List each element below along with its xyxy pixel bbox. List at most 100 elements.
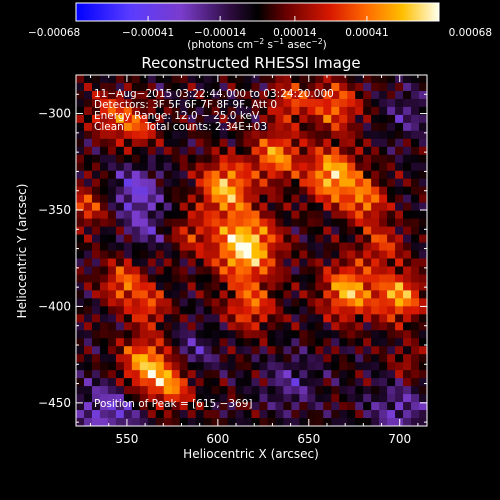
heatmap-cell [243, 202, 253, 212]
heatmap-cell [339, 394, 348, 403]
heatmap-cell [147, 242, 157, 252]
heatmap-cell [307, 170, 316, 180]
heatmap-cell [91, 346, 101, 355]
heatmap-cell [283, 266, 292, 276]
heatmap-cell [227, 178, 237, 188]
heatmap-cell [227, 362, 237, 371]
heatmap-cell [331, 138, 340, 148]
heatmap-cell [235, 362, 245, 371]
heatmap-cell [203, 98, 213, 108]
heatmap-cell [203, 394, 213, 403]
heatmap-cell [76, 266, 85, 276]
heatmap-cell [387, 322, 396, 331]
heatmap-cell [339, 274, 348, 284]
heatmap-cell [123, 146, 133, 156]
heatmap-cell [99, 146, 109, 156]
heatmap-cell [235, 402, 245, 411]
heatmap-cell [195, 90, 205, 100]
heatmap-cell [163, 210, 173, 220]
heatmap-cell [315, 194, 324, 204]
heatmap-cell [331, 338, 340, 347]
heatmap-cell [107, 146, 117, 156]
heatmap-cell [379, 322, 388, 331]
heatmap-cell [379, 75, 388, 84]
heatmap-cell [179, 186, 189, 196]
heatmap-cell [235, 226, 245, 236]
heatmap-cell [187, 394, 197, 403]
heatmap-cell [115, 338, 125, 347]
heatmap-cell [163, 90, 173, 100]
heatmap-cell [395, 250, 404, 260]
heatmap-cell [76, 226, 85, 236]
heatmap-cell [363, 138, 372, 148]
heatmap-cell [411, 146, 420, 156]
heatmap-cell [155, 274, 165, 284]
heatmap-cell [275, 146, 285, 156]
heatmap-cell [211, 90, 221, 100]
heatmap-cell [299, 178, 308, 188]
heatmap-cell [163, 298, 173, 307]
heatmap-cell [323, 274, 332, 284]
heatmap-cell [139, 178, 149, 188]
heatmap-cell [211, 330, 221, 339]
heatmap-cell [299, 202, 308, 212]
heatmap-cell [355, 202, 364, 212]
heatmap-cell [411, 410, 420, 419]
heatmap-cell [83, 258, 93, 268]
heatmap-cell [235, 210, 245, 220]
heatmap-cell [83, 114, 93, 124]
heatmap-cell [419, 338, 427, 347]
heatmap-cell [259, 162, 269, 172]
heatmap-cell [411, 170, 420, 180]
heatmap-cell [171, 322, 181, 331]
heatmap-cell [91, 130, 101, 140]
heatmap-cell [315, 218, 324, 228]
heatmap-cell [275, 386, 285, 395]
heatmap-cell [355, 370, 364, 379]
heatmap-cell [251, 266, 261, 276]
heatmap-cell [163, 330, 173, 339]
heatmap-cell [419, 394, 427, 403]
heatmap-cell [123, 306, 133, 315]
heatmap-cell [107, 75, 117, 84]
heatmap-cell [259, 234, 269, 244]
heatmap-cell [179, 394, 189, 403]
heatmap-cell [107, 394, 117, 403]
heatmap-cell [395, 130, 404, 140]
heatmap-cell [331, 106, 340, 116]
heatmap-cell [411, 154, 420, 164]
heatmap-cell [419, 250, 427, 260]
heatmap-cell [363, 410, 372, 419]
heatmap-cell [115, 75, 125, 84]
heatmap-cell [187, 122, 197, 132]
heatmap-cell [411, 418, 420, 426]
heatmap-cell [76, 234, 85, 244]
heatmap-cell [315, 98, 324, 108]
heatmap-cell [235, 178, 245, 188]
heatmap-cell [267, 138, 277, 148]
heatmap-cell [211, 282, 221, 291]
heatmap-cell [91, 410, 101, 419]
heatmap-cell [107, 114, 117, 124]
heatmap-cell [243, 410, 253, 419]
heatmap-cell [299, 258, 308, 268]
heatmap-cell [211, 202, 221, 212]
heatmap-cell [251, 354, 261, 363]
heatmap-cell [323, 186, 332, 196]
heatmap-cell [283, 178, 292, 188]
heatmap-cell [315, 202, 324, 212]
heatmap-cell [187, 90, 197, 100]
heatmap-cell [195, 362, 205, 371]
heatmap-cell [83, 290, 93, 299]
heatmap-cell [339, 338, 348, 347]
heatmap-cell [259, 298, 269, 307]
heatmap-cell [339, 354, 348, 363]
heatmap-cell [211, 162, 221, 172]
heatmap-cell [163, 290, 173, 299]
heatmap-cell [187, 202, 197, 212]
heatmap-cell [299, 314, 308, 323]
heatmap-cell [275, 114, 285, 124]
heatmap-cell [395, 274, 404, 284]
heatmap-cell [195, 75, 205, 84]
heatmap-cell [363, 154, 372, 164]
